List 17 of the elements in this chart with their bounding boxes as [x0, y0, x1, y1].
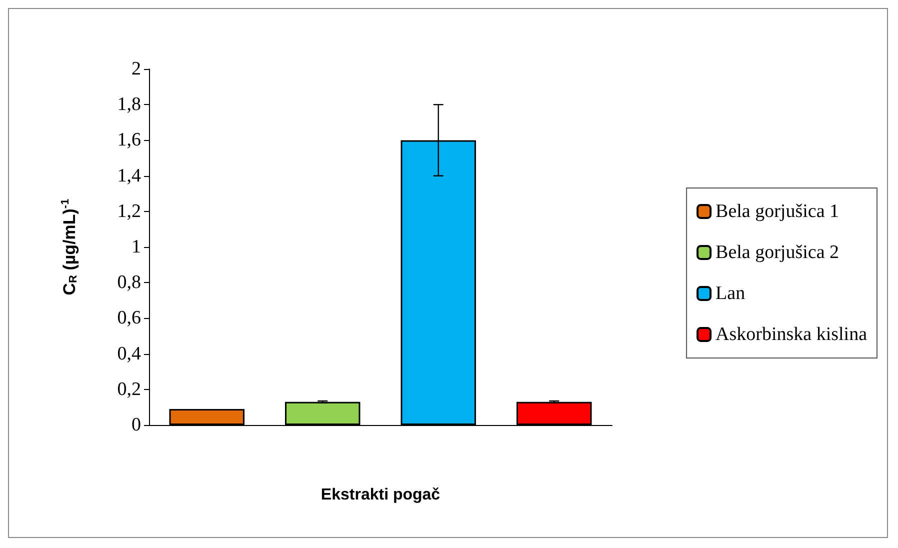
- y-tick-label: 1,6: [117, 130, 141, 151]
- y-axis-title: CR (µg/mL)-1: [60, 198, 80, 296]
- y-tick-label: 0,2: [117, 378, 141, 400]
- legend-label: Bela gorjušica 2: [716, 242, 840, 263]
- legend-label: Askorbinska kislina: [716, 324, 868, 345]
- y-tick-label: 0: [132, 414, 141, 436]
- y-tick-label: 1: [132, 236, 141, 258]
- legend-label: Bela gorjušica 1: [716, 201, 840, 222]
- y-tick-label: 0,8: [117, 272, 141, 294]
- y-tick-label: 0,4: [117, 343, 142, 364]
- y-tick-label: 1,4: [117, 165, 142, 186]
- y-tick-label: 2: [132, 58, 141, 80]
- legend-label: Lan: [716, 283, 746, 304]
- y-tick-label: 0,6: [117, 308, 141, 329]
- x-axis-title: Ekstrakti pogač: [320, 486, 440, 504]
- y-tick-label: 1,2: [117, 200, 141, 222]
- y-tick-label: 1,8: [117, 94, 141, 116]
